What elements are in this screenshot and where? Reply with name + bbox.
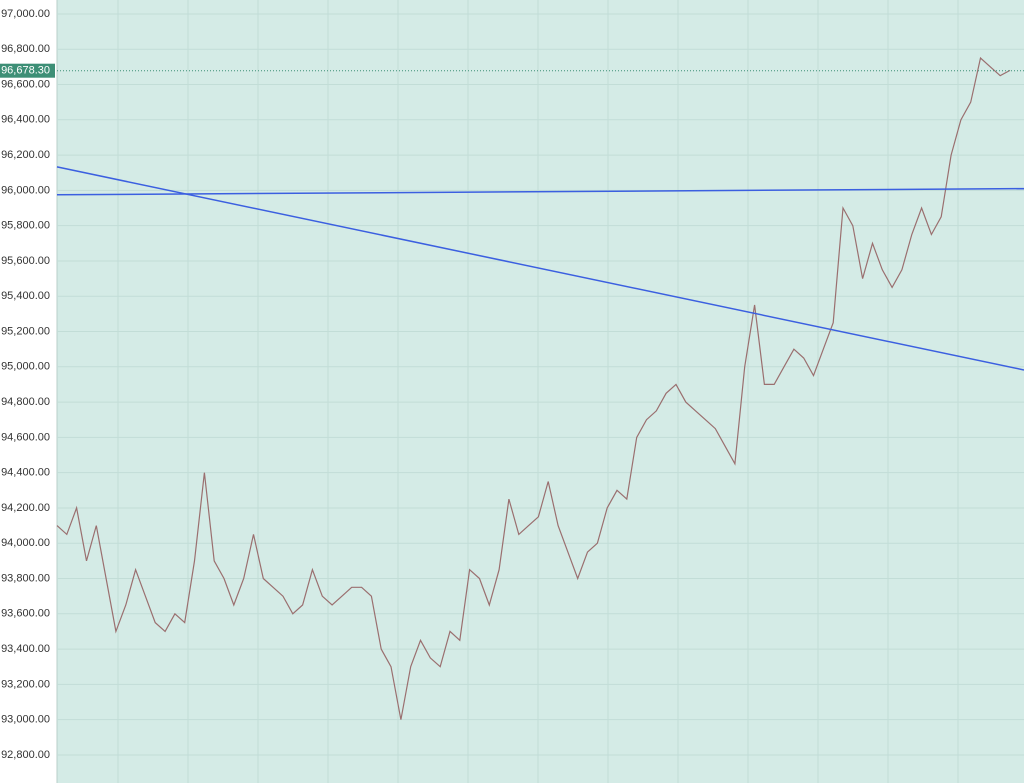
y-tick-label: 94,800.00 <box>1 396 50 408</box>
y-tick-label: 96,600.00 <box>1 78 50 90</box>
y-tick-label: 95,200.00 <box>1 325 50 337</box>
y-tick-label: 94,200.00 <box>1 502 50 514</box>
y-tick-label: 94,400.00 <box>1 467 50 479</box>
last-price-label: 96,678.30 <box>1 65 50 77</box>
y-tick-label: 94,600.00 <box>1 431 50 443</box>
y-tick-label: 96,200.00 <box>1 149 50 161</box>
y-tick-label: 94,000.00 <box>1 537 50 549</box>
y-tick-label: 93,000.00 <box>1 714 50 726</box>
y-tick-label: 95,800.00 <box>1 220 50 232</box>
y-tick-label: 93,400.00 <box>1 643 50 655</box>
y-tick-label: 93,600.00 <box>1 608 50 620</box>
y-tick-label: 96,400.00 <box>1 114 50 126</box>
last-price-box <box>0 63 55 78</box>
y-tick-label: 96,800.00 <box>1 43 50 55</box>
vertical-grid <box>117 0 959 783</box>
y-tick-label: 93,800.00 <box>1 572 50 584</box>
y-tick-label: 93,200.00 <box>1 678 50 690</box>
y-tick-label: 95,000.00 <box>1 361 50 373</box>
y-tick-label: 96,000.00 <box>1 184 50 196</box>
y-tick-label: 95,400.00 <box>1 290 50 302</box>
y-tick-label: 95,600.00 <box>1 255 50 267</box>
price-line <box>56 56 1011 720</box>
y-tick-label: 92,800.00 <box>1 749 50 761</box>
y-tick-label: 97,000.00 <box>1 8 50 20</box>
plot-background <box>57 0 1024 783</box>
trend-line <box>56 187 1024 196</box>
trend-line <box>56 166 1024 371</box>
